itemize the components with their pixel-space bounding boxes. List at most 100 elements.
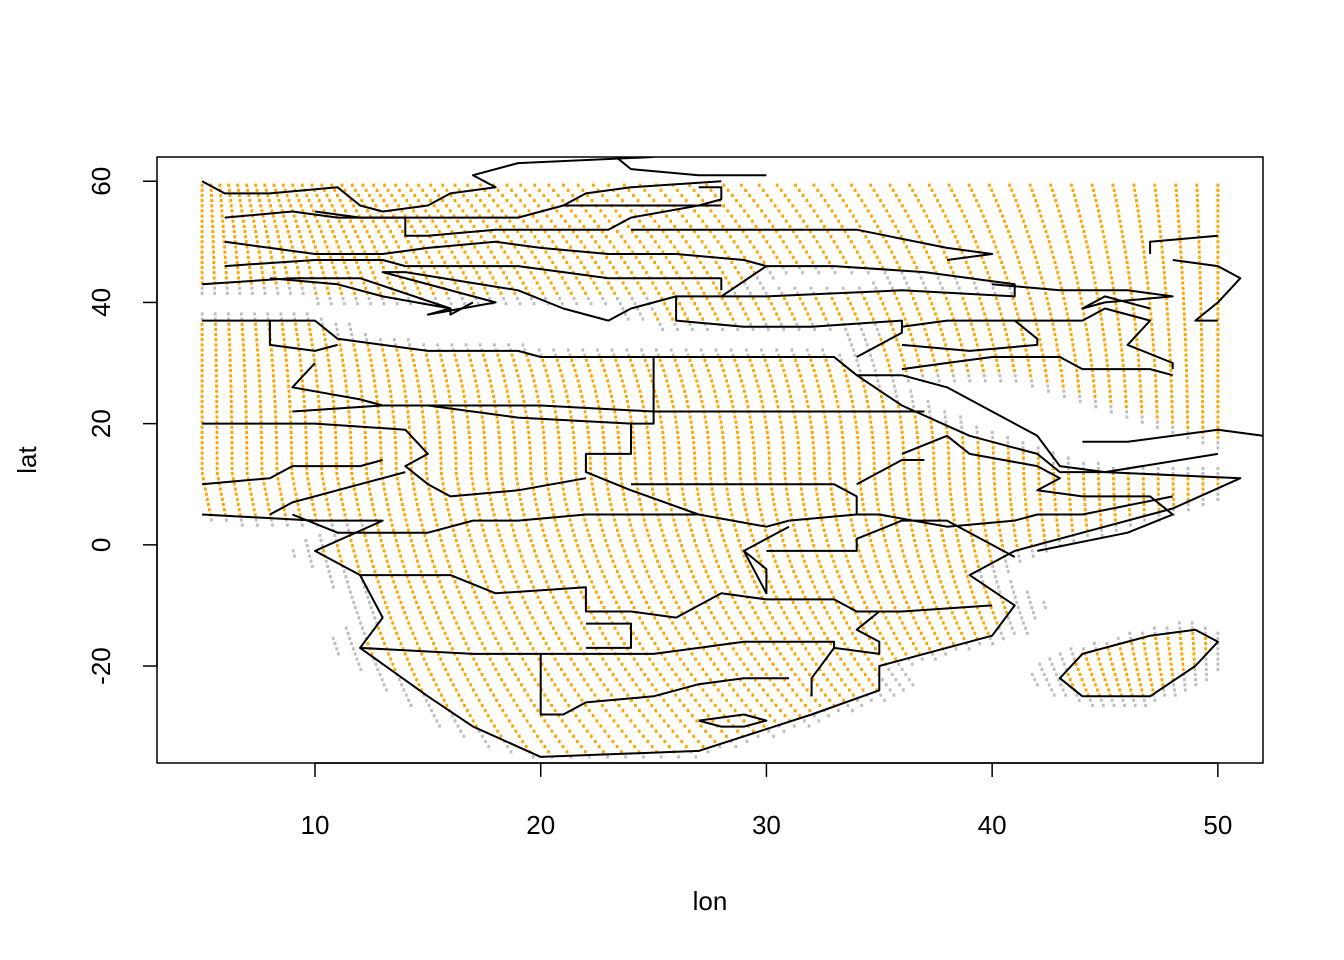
land-grid-point <box>465 569 468 574</box>
land-grid-point <box>710 611 713 615</box>
land-grid-point <box>909 333 913 337</box>
land-grid-point <box>302 389 305 393</box>
land-grid-point <box>569 523 573 527</box>
ocean-grid-point <box>762 353 765 357</box>
ocean-grid-point <box>318 533 322 537</box>
land-grid-point <box>689 626 692 630</box>
land-grid-point <box>790 399 794 404</box>
land-grid-point <box>889 595 892 599</box>
land-grid-point <box>772 590 776 594</box>
land-grid-point <box>772 307 776 311</box>
land-grid-point <box>556 425 560 429</box>
land-grid-point <box>783 477 787 481</box>
land-grid-point <box>813 466 816 471</box>
land-grid-point <box>340 559 343 563</box>
land-grid-point <box>259 260 263 264</box>
land-grid-point <box>288 235 291 239</box>
land-grid-point <box>229 384 233 388</box>
land-grid-point <box>342 229 346 234</box>
land-grid-point <box>795 425 798 429</box>
land-grid-point <box>522 399 526 404</box>
land-grid-point <box>860 667 863 671</box>
land-grid-point <box>652 549 656 553</box>
land-grid-point <box>526 224 529 228</box>
land-grid-point <box>473 245 477 249</box>
land-grid-point <box>438 229 441 234</box>
land-grid-point <box>841 544 845 548</box>
land-grid-point <box>546 698 550 702</box>
land-grid-point <box>423 621 427 625</box>
land-grid-point <box>688 183 691 187</box>
land-grid-point <box>537 513 541 517</box>
land-grid-point <box>713 193 717 198</box>
ocean-grid-point <box>812 714 816 718</box>
land-grid-point <box>915 353 919 357</box>
land-grid-point <box>215 374 218 378</box>
land-grid-point <box>564 554 568 558</box>
land-grid-point <box>204 487 207 491</box>
land-grid-point <box>797 544 801 548</box>
land-grid-point <box>613 564 617 568</box>
land-grid-point <box>811 260 815 264</box>
land-grid-point <box>298 358 302 362</box>
land-grid-point <box>757 497 760 501</box>
land-grid-point <box>535 281 539 285</box>
ocean-grid-point <box>904 672 908 677</box>
land-grid-point <box>904 559 907 563</box>
land-grid-point <box>654 240 657 244</box>
land-grid-point <box>296 338 300 342</box>
land-grid-point <box>425 626 429 630</box>
land-grid-point <box>761 405 765 409</box>
land-grid-point <box>233 240 237 244</box>
land-grid-point <box>702 709 706 713</box>
ocean-grid-point <box>1015 600 1019 604</box>
land-grid-point <box>935 502 939 507</box>
land-grid-point <box>527 575 531 579</box>
land-grid-point <box>320 466 323 471</box>
land-grid-point <box>677 446 681 450</box>
land-grid-point <box>649 214 653 218</box>
land-grid-point <box>893 569 896 574</box>
land-grid-point <box>540 415 543 419</box>
land-grid-point <box>662 678 666 682</box>
land-grid-point <box>661 436 665 440</box>
land-grid-point <box>349 441 353 445</box>
land-grid-point <box>976 606 979 610</box>
land-grid-point <box>680 611 684 615</box>
land-grid-point <box>683 616 686 620</box>
ocean-grid-point <box>721 327 724 331</box>
ocean-grid-point <box>801 271 804 275</box>
land-grid-point <box>885 425 888 429</box>
land-grid-point <box>215 430 219 434</box>
ocean-grid-point <box>373 616 377 620</box>
land-grid-point <box>729 312 732 316</box>
land-grid-point <box>843 477 847 481</box>
land-grid-point <box>353 554 357 558</box>
land-grid-point <box>898 415 902 419</box>
land-grid-point <box>314 291 318 295</box>
land-grid-point <box>762 260 766 264</box>
land-grid-point <box>340 224 344 228</box>
land-grid-point <box>625 714 629 718</box>
land-grid-point <box>514 466 518 471</box>
land-grid-point <box>425 353 428 357</box>
land-grid-point <box>866 209 870 213</box>
land-grid-point <box>828 477 832 481</box>
land-grid-point <box>229 204 233 208</box>
land-grid-point <box>846 502 850 507</box>
land-grid-point <box>309 204 313 208</box>
land-grid-point <box>352 549 356 553</box>
land-grid-point <box>812 544 816 548</box>
land-grid-point <box>381 348 385 352</box>
ocean-grid-point <box>954 647 958 651</box>
land-grid-point <box>650 745 654 749</box>
land-grid-point <box>574 539 578 543</box>
land-grid-point <box>705 183 708 187</box>
land-grid-point <box>417 199 420 203</box>
land-grid-point <box>798 472 802 476</box>
land-grid-point <box>485 224 489 228</box>
land-grid-point <box>200 266 204 270</box>
land-grid-point <box>494 405 497 409</box>
land-grid-point <box>483 204 486 208</box>
land-grid-point <box>917 554 920 558</box>
